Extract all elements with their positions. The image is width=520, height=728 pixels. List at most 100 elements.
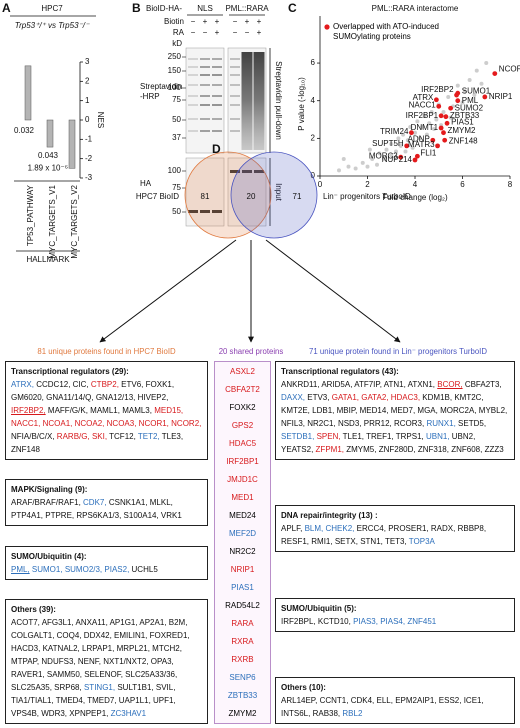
protein: MGA, [417, 406, 438, 415]
protein: AP2A1, [139, 617, 167, 627]
category-box: DNA repair/integrity (13) : APLF, BLM, CH… [275, 505, 515, 553]
scatter-point [455, 98, 461, 104]
blot-frame [227, 157, 267, 227]
protein: PTP4A1, [11, 511, 44, 521]
protein: PIAS3, [353, 616, 378, 626]
protein: HDAC5 [228, 438, 257, 448]
scatter-point [353, 166, 358, 171]
marker-label: 250 [168, 52, 182, 61]
protein: TIA1/TIAL1, [11, 695, 54, 705]
category-box: Others (39): ACOT7, AFG3L1, ANXA11, AP1G1… [5, 598, 208, 724]
protein: B2M, [168, 617, 188, 627]
point-label: FLI1 [420, 148, 437, 157]
protein: RMI1, [311, 537, 333, 547]
protein: CCDC12, [36, 380, 71, 389]
point-label: MATR3 [408, 140, 435, 149]
scatter-point [460, 100, 465, 105]
blot-band [230, 95, 240, 97]
group-label: NLS [197, 4, 213, 13]
category-title: SUMO/Ubiquitin (5): [281, 603, 357, 613]
blot-band [212, 66, 222, 68]
protein: NACC1, [11, 419, 41, 428]
protein: SKI, [91, 432, 108, 441]
protein: CTBP2, [90, 380, 119, 389]
protein: RADX, [430, 524, 456, 534]
category-box: SUMO/Ubiquitin (4): PML, SUMO1, SUMO2/3, … [5, 545, 208, 580]
blot-band [212, 130, 222, 132]
venn-count: 81 [201, 192, 210, 201]
blot-band [212, 58, 222, 60]
protein: PTPRE, [45, 511, 75, 521]
protein: SETD5, [458, 419, 487, 428]
protein-column: Transcriptional regulators (43): ANKRD11,… [275, 361, 515, 724]
panel-label: C [288, 1, 297, 15]
protein: KDM1B, [422, 393, 453, 402]
lane-sign: + [257, 28, 262, 37]
x-axis-label: Fold change (log₂) [382, 193, 448, 202]
protein: ZNF148 [11, 445, 40, 454]
chart-title: HPC7 [41, 4, 63, 13]
protein: KCTD10, [317, 616, 351, 626]
protein: EMILIN1, [114, 630, 148, 640]
protein: TRPS1, [395, 432, 424, 441]
protein: VRK1 [160, 511, 182, 521]
protein: PROSER1, [388, 524, 429, 534]
protein: MED24 [229, 510, 256, 520]
point-label: ATRX [413, 93, 434, 102]
protein: TREF1, [366, 432, 394, 441]
scatter-point [434, 117, 439, 122]
point-label: ZBTB33 [450, 111, 480, 120]
shared-list: ASXL2 CBFA2T2 FOXK2 GPS2 HDAC5 IRF2BP1 JMJD1C M… [214, 361, 271, 724]
protein: NCOA3, [106, 419, 137, 428]
protein: RAD54L2 [225, 601, 260, 611]
blot-band [212, 74, 222, 76]
protein: MTPAP, [11, 656, 40, 666]
x-tick-label: MYC_TARGETS_V2 [70, 184, 79, 258]
scatter-point [360, 160, 365, 165]
x-tick-label: 8 [508, 180, 513, 189]
scatter-point [396, 136, 401, 141]
protein: ATN1, [383, 380, 406, 389]
category-title: DNA repair/integrity (13) : [281, 511, 378, 521]
scatter-point [404, 143, 410, 149]
category-box: Transcriptional regulators (43): ANKRD11,… [275, 361, 515, 460]
protein: ETV6, [121, 380, 144, 389]
scatter-point [413, 130, 417, 135]
blot-label: HA [140, 179, 152, 188]
protein: ICE1, [463, 695, 484, 705]
blot-band [212, 118, 222, 120]
legend-label: Overlapped with ATO-induced SUMOylating … [333, 22, 439, 41]
protein: COLGALT1, [11, 630, 55, 640]
bar-annotation: 1.89 x 10⁻⁶ [28, 163, 68, 172]
protein: RARA [231, 619, 254, 629]
scatter-point [384, 147, 389, 152]
point-label: PML [462, 96, 479, 105]
scatter-point [401, 132, 406, 137]
protein: ZMYM5, [346, 445, 377, 454]
scatter-point [474, 68, 479, 73]
bar [68, 119, 76, 169]
protein: EPM2AIP1, [395, 695, 437, 705]
scatter-point [438, 113, 444, 119]
protein: HDAC3, [390, 393, 421, 402]
protein: MEF2D [228, 528, 257, 538]
scatter-point [443, 114, 449, 120]
protein: SETX, [334, 537, 358, 547]
category-title: Others (10): [281, 682, 326, 692]
scatter-point [422, 113, 427, 118]
y-tick-label: 6 [311, 58, 316, 67]
lane-sign: − [233, 28, 238, 37]
protein: ETV3, [307, 393, 330, 402]
protein: MED14, [359, 406, 389, 415]
scatter-point [408, 125, 413, 130]
scatter-point [337, 168, 341, 173]
protein: S100A14, [123, 511, 159, 521]
blot-band [200, 95, 210, 97]
panel-label: D [212, 142, 221, 156]
protein: ATF7IP, [354, 380, 382, 389]
panel-label: A [2, 1, 11, 15]
scatter-point [420, 125, 425, 130]
protein: ARL14EP, [281, 695, 318, 705]
